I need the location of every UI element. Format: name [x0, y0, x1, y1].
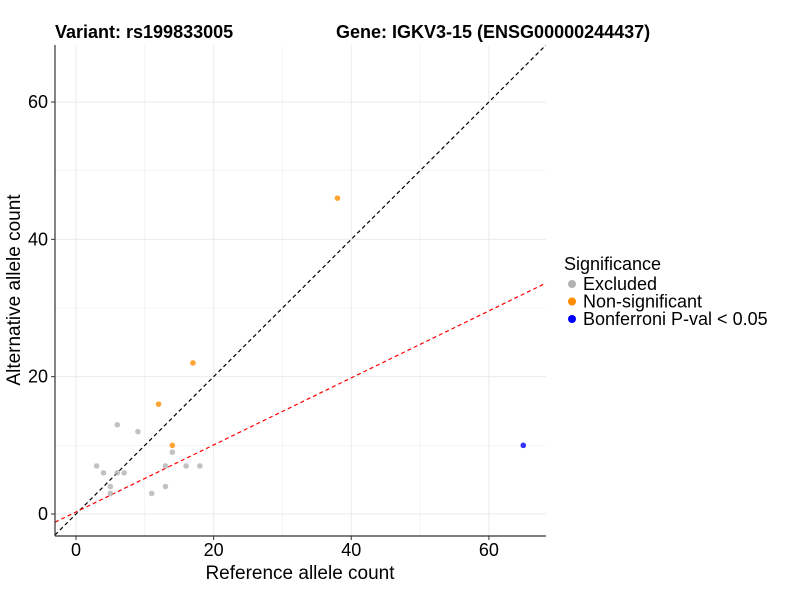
- data-point: [162, 483, 169, 490]
- x-tick-label: 40: [341, 540, 361, 560]
- legend-label: Excluded: [583, 274, 657, 294]
- data-point: [520, 442, 527, 449]
- x-axis-label: Reference allele count: [205, 563, 395, 584]
- line-fit: [55, 282, 546, 523]
- y-tick-label: 0: [38, 504, 48, 524]
- data-point: [334, 195, 341, 201]
- grid: [55, 45, 546, 536]
- legend-title: Significance: [564, 254, 661, 274]
- x-tick-label: 60: [479, 540, 499, 560]
- data-point: [114, 421, 121, 428]
- data-point: [162, 463, 169, 469]
- data-point: [121, 470, 127, 476]
- data-point: [190, 360, 196, 366]
- x-tick-label: 20: [204, 540, 224, 560]
- legend-label: Non-significant: [583, 292, 702, 312]
- data-point: [114, 470, 121, 476]
- data-point: [169, 442, 176, 449]
- data-point: [93, 463, 100, 469]
- data-point: [155, 401, 162, 407]
- data-point: [148, 490, 155, 497]
- y-tick-label: 60: [28, 92, 48, 112]
- line-identity: [55, 45, 546, 536]
- legend-key: [568, 297, 576, 306]
- legend-key: [568, 315, 576, 323]
- axes: 0 20 40 60 0 20 40 60: [28, 45, 546, 560]
- x-tick-label: 0: [71, 540, 81, 560]
- data-point: [107, 490, 114, 497]
- data-point: [135, 428, 141, 435]
- y-tick-label: 20: [28, 367, 48, 387]
- data-point: [169, 449, 176, 456]
- data-point: [107, 483, 114, 490]
- legend: Significance ExcludedNon-significantBonf…: [564, 254, 768, 329]
- reference-lines: [55, 45, 546, 536]
- data-point: [183, 463, 189, 469]
- data-point: [100, 470, 107, 476]
- points: [93, 195, 527, 497]
- y-tick-label: 40: [28, 229, 48, 249]
- y-axis-label: Alternative allele count: [4, 194, 25, 386]
- legend-label: Bonferroni P-val < 0.05: [583, 309, 768, 329]
- data-point: [197, 463, 203, 469]
- title-variant: Variant: rs199833005: [55, 22, 233, 42]
- title-gene: Gene: IGKV3-15 (ENSG00000244437): [336, 22, 650, 42]
- legend-key: [568, 280, 576, 288]
